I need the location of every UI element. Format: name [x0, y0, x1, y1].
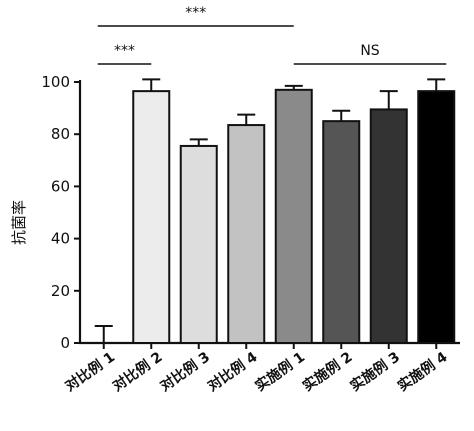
bar-6	[322, 120, 361, 345]
x-category-label-4: 对比例 4	[204, 348, 260, 395]
significance-label-2: ***	[114, 43, 135, 59]
y-tick-label: 100	[41, 73, 70, 91]
y-tick-label: 60	[51, 177, 70, 195]
x-category-label-7: 实施例 3	[347, 348, 403, 394]
y-tick-label: 40	[51, 230, 70, 248]
x-category-label-3: 对比例 3	[157, 348, 213, 394]
y-tick-label: 20	[51, 282, 70, 300]
x-category-label-8: 实施例 4	[394, 348, 450, 395]
bar-4	[227, 124, 266, 344]
y-axis-label: 抗菌率	[10, 200, 28, 245]
error-bars-layer	[94, 78, 446, 343]
x-category-label-6: 实施例 2	[299, 348, 355, 394]
y-tick-label: 0	[60, 334, 70, 352]
bar-7	[369, 108, 408, 344]
significance-label-3: NS	[360, 43, 379, 59]
bars-layer	[132, 88, 456, 345]
bar-5	[274, 88, 313, 344]
x-category-label-2: 对比例 2	[109, 348, 165, 394]
significance-label-1: ***	[185, 5, 206, 21]
bar-3	[179, 144, 218, 344]
significance-layer: *** *** NS	[97, 5, 447, 65]
bar-8	[417, 90, 456, 345]
bar-2	[132, 90, 171, 345]
x-category-label-5: 实施例 1	[252, 348, 308, 394]
y-tick-label: 80	[51, 125, 70, 143]
x-category-label-1: 对比例 1	[62, 348, 118, 394]
